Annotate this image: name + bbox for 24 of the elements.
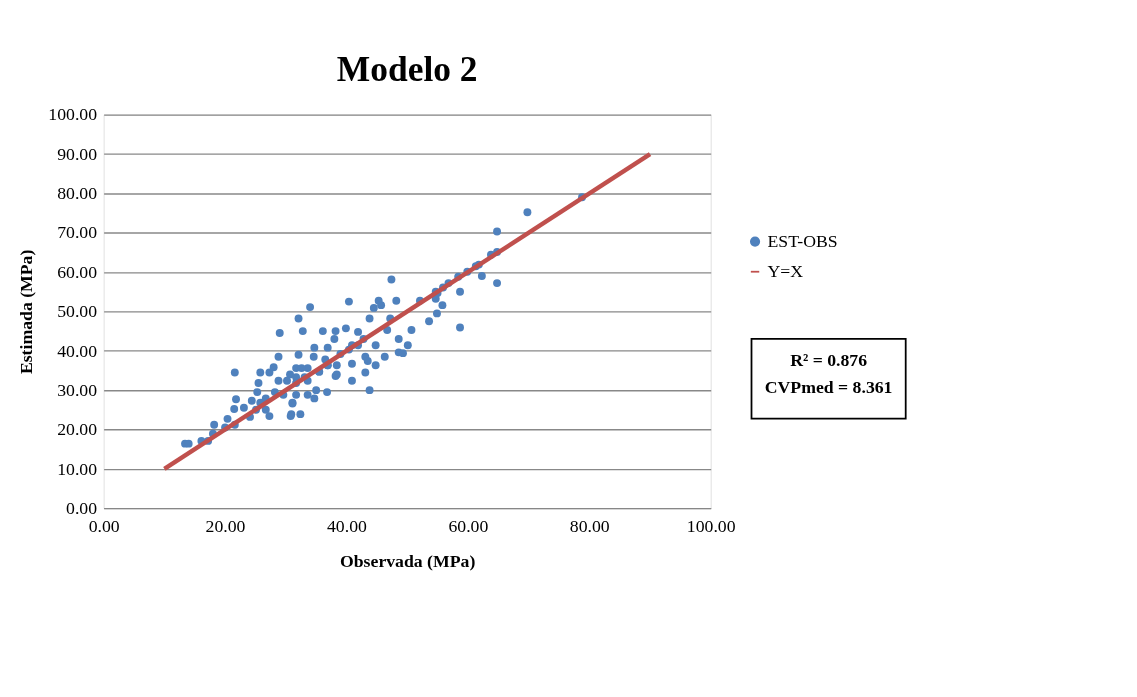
y-tick-label: 20.00 xyxy=(57,419,98,440)
legend-label: EST-OBS xyxy=(767,230,838,251)
y-tick-label: 30.00 xyxy=(57,379,98,400)
y-tick-label: 70.00 xyxy=(57,222,98,243)
y-axis-title: Estimada (MPa) xyxy=(16,249,37,375)
y-tick-label: 90.00 xyxy=(57,143,98,164)
x-tick-label: 0.00 xyxy=(88,515,120,536)
y-tick-label: 60.00 xyxy=(57,261,98,282)
x-tick-label: 80.00 xyxy=(569,515,610,536)
y-tick-label: 50.00 xyxy=(57,301,98,322)
chart-title: Modelo 2 xyxy=(336,49,478,90)
y-tick-label: 100.00 xyxy=(48,104,98,125)
x-axis-title: Observada (MPa) xyxy=(339,551,476,572)
x-tick-label: 20.00 xyxy=(205,515,246,536)
y-tick-label: 0.00 xyxy=(66,497,98,518)
y-tick-label: 10.00 xyxy=(57,458,98,479)
x-tick-label: 100.00 xyxy=(686,515,736,536)
y-tick-label: 40.00 xyxy=(57,340,98,361)
x-tick-label: 40.00 xyxy=(327,515,368,536)
text: CVPmed = 8.361 xyxy=(764,377,893,398)
x-tick-label: 60.00 xyxy=(448,515,489,536)
text: R² = 0.876 xyxy=(790,350,868,371)
y-tick-label: 80.00 xyxy=(57,183,98,204)
legend-label: Y=X xyxy=(767,261,804,282)
